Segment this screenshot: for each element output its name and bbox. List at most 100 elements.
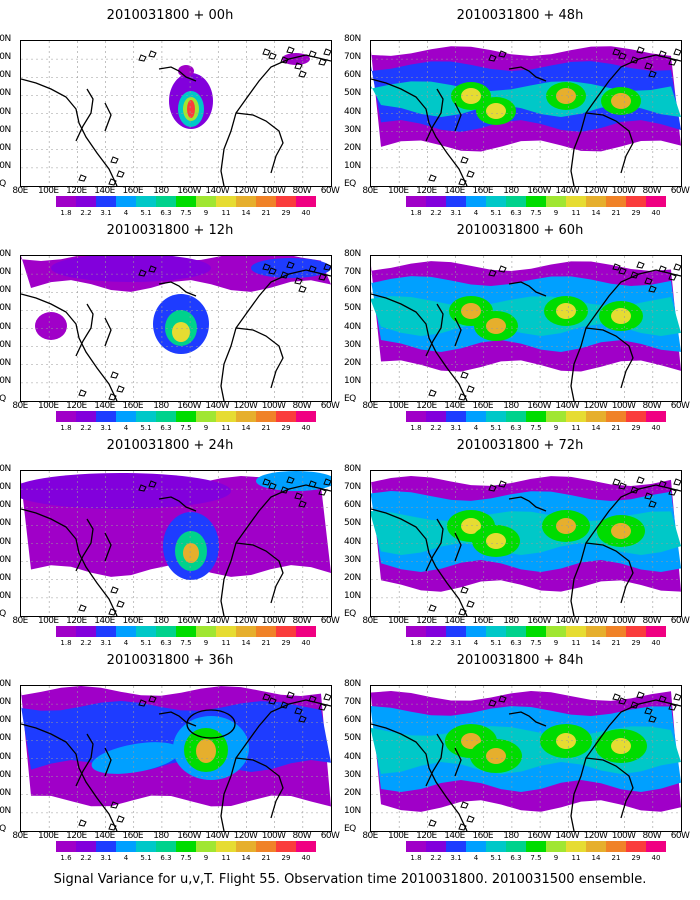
map-plot	[370, 685, 682, 832]
longitude-label: 140W	[555, 401, 580, 411]
coastlines	[21, 691, 331, 831]
longitude-label: 160W	[527, 831, 551, 841]
island	[138, 269, 147, 277]
colorbar-swatch	[216, 411, 236, 422]
variance-field	[371, 46, 681, 152]
variance-field	[21, 256, 331, 354]
colorbar-label: 5.1	[490, 424, 502, 432]
coastline	[220, 699, 331, 831]
colorbar-label: 1.8	[410, 424, 422, 432]
colorbar-label: 2.2	[430, 854, 442, 862]
longitude-label: 80E	[12, 401, 28, 411]
variance-core	[486, 748, 506, 764]
colorbar-label: 3.1	[450, 639, 462, 647]
colorbar-swatch	[406, 626, 426, 637]
colorbar-swatch	[56, 841, 76, 852]
island	[460, 371, 469, 379]
colorbar-label: 2.2	[430, 639, 442, 647]
latitude-label: 40N	[0, 536, 11, 547]
coastlines	[21, 46, 331, 186]
longitude-label: 100E	[37, 831, 59, 841]
island	[268, 267, 277, 275]
longitude-label: 80E	[12, 831, 28, 841]
colorbar	[56, 411, 316, 422]
colorbar-swatch	[236, 411, 256, 422]
island	[673, 48, 681, 56]
island	[498, 265, 507, 273]
colorbar-label: 11	[221, 854, 231, 862]
variance-core	[611, 93, 631, 109]
colorbar-swatch	[196, 196, 216, 207]
island	[286, 46, 295, 54]
latitude-label: 20N	[344, 142, 361, 153]
colorbar-label: 7.5	[530, 209, 542, 217]
map-plot	[20, 255, 332, 402]
island	[323, 478, 331, 486]
coastlines	[21, 261, 331, 401]
colorbar-swatch	[506, 196, 526, 207]
colorbar-label: 4	[473, 854, 479, 862]
island	[308, 695, 317, 703]
latitude-label: 70N	[0, 52, 11, 63]
coastline	[158, 711, 197, 727]
coastline	[104, 102, 112, 132]
latitude-label: 30N	[0, 124, 11, 135]
latitude-label: 20N	[0, 357, 11, 368]
island	[294, 707, 303, 715]
longitude-label: 80W	[292, 401, 312, 411]
latitude-label: 60N	[344, 285, 361, 296]
map-svg	[371, 41, 681, 186]
latitude-label: 70N	[344, 697, 361, 708]
longitude-label: 120W	[583, 616, 608, 626]
colorbar-swatch	[486, 411, 506, 422]
island	[466, 385, 475, 393]
colorbar-swatch	[526, 841, 546, 852]
coastline	[454, 532, 462, 562]
colorbar-swatch	[546, 411, 566, 422]
colorbar-label: 6.3	[160, 209, 172, 217]
colorbar-swatch	[156, 411, 176, 422]
latitude-label: EQ	[344, 179, 356, 189]
colorbar-label: 5.1	[490, 854, 502, 862]
colorbar-label: 11	[571, 209, 581, 217]
latitude-label: 20N	[344, 572, 361, 583]
latitude-label: 70N	[0, 482, 11, 493]
island	[458, 178, 467, 186]
longitude-label: 80W	[642, 616, 662, 626]
colorbar-swatch	[426, 196, 446, 207]
variance-core	[461, 518, 481, 534]
coastline	[425, 88, 444, 142]
colorbar-label: 40	[301, 639, 311, 647]
coastline	[570, 269, 681, 401]
island	[636, 691, 645, 699]
variance-core	[196, 739, 216, 763]
colorbar-label: 40	[651, 854, 661, 862]
colorbar-swatch	[566, 841, 586, 852]
latitude-label: 30N	[344, 124, 361, 135]
island	[318, 58, 327, 66]
colorbar-label: 9	[203, 424, 209, 432]
longitude-label: 120E	[66, 186, 87, 196]
colorbar-swatch	[256, 411, 276, 422]
colorbar-swatch	[446, 841, 466, 852]
latitude-label: 30N	[0, 554, 11, 565]
latitude-label: 50N	[344, 88, 361, 99]
longitude-label: 100E	[37, 186, 59, 196]
colorbar-swatch	[216, 626, 236, 637]
island	[428, 604, 437, 612]
island	[618, 267, 627, 275]
colorbar-label: 1.6	[60, 854, 72, 862]
colorbar-label: 14	[591, 854, 601, 862]
island	[458, 823, 467, 831]
colorbar-swatch	[506, 411, 526, 422]
colorbar-swatch	[176, 841, 196, 852]
coastline	[570, 699, 681, 831]
coastline	[508, 281, 547, 297]
longitude-label: 140E	[94, 831, 115, 841]
colorbar	[56, 626, 316, 637]
latitude-label: 20N	[344, 787, 361, 798]
island	[148, 265, 157, 273]
variance-core	[486, 318, 506, 334]
longitude-label: 60W	[320, 831, 340, 841]
island	[648, 285, 657, 293]
